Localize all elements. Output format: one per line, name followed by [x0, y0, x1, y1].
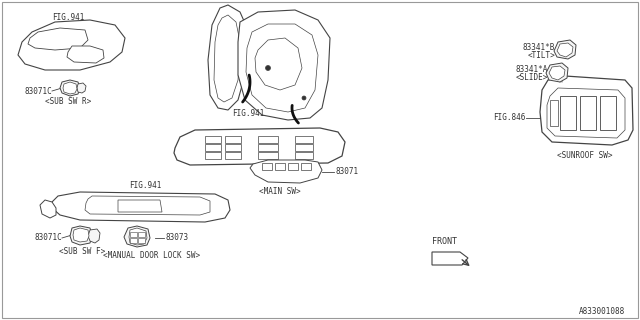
Text: FIG.941: FIG.941: [129, 180, 161, 189]
Text: FIG.941: FIG.941: [52, 12, 84, 21]
Text: <MANUAL DOOR LOCK SW>: <MANUAL DOOR LOCK SW>: [104, 251, 200, 260]
Polygon shape: [205, 144, 221, 151]
Text: <SUB SW F>: <SUB SW F>: [59, 247, 105, 257]
Polygon shape: [547, 88, 625, 138]
Polygon shape: [262, 163, 272, 170]
Polygon shape: [225, 136, 241, 143]
Polygon shape: [549, 66, 565, 80]
Polygon shape: [138, 238, 145, 243]
Polygon shape: [540, 76, 633, 145]
Polygon shape: [70, 226, 92, 245]
Polygon shape: [557, 43, 573, 57]
Text: 83071C: 83071C: [24, 86, 52, 95]
Polygon shape: [67, 46, 104, 63]
Polygon shape: [208, 5, 248, 110]
Polygon shape: [238, 10, 330, 120]
Polygon shape: [580, 96, 596, 130]
Polygon shape: [60, 80, 80, 96]
Text: <SUB SW R>: <SUB SW R>: [45, 98, 91, 107]
Polygon shape: [205, 152, 221, 159]
Polygon shape: [130, 232, 137, 237]
Polygon shape: [225, 144, 241, 151]
Polygon shape: [295, 144, 313, 151]
Polygon shape: [255, 38, 302, 90]
Text: <MAIN SW>: <MAIN SW>: [259, 188, 301, 196]
Polygon shape: [554, 40, 576, 59]
Polygon shape: [77, 83, 86, 93]
Polygon shape: [301, 163, 311, 170]
Polygon shape: [295, 136, 313, 143]
Polygon shape: [275, 163, 285, 170]
Polygon shape: [85, 196, 210, 215]
Text: 83341*B: 83341*B: [523, 44, 555, 52]
Text: FRONT: FRONT: [432, 237, 457, 246]
Polygon shape: [73, 228, 89, 242]
Polygon shape: [550, 100, 558, 126]
Polygon shape: [295, 152, 313, 159]
Text: 83071C: 83071C: [35, 234, 62, 243]
Text: <TILT>: <TILT>: [527, 52, 555, 60]
Polygon shape: [205, 136, 221, 143]
Ellipse shape: [302, 96, 306, 100]
Polygon shape: [214, 15, 240, 102]
Polygon shape: [138, 232, 145, 237]
Polygon shape: [432, 252, 468, 265]
Text: FIG.846: FIG.846: [493, 114, 525, 123]
Text: 83073: 83073: [165, 234, 188, 243]
Polygon shape: [246, 24, 318, 112]
Polygon shape: [288, 163, 298, 170]
Polygon shape: [600, 96, 616, 130]
Polygon shape: [40, 200, 56, 218]
Text: FIG.941: FIG.941: [232, 108, 264, 117]
Polygon shape: [225, 152, 241, 159]
Polygon shape: [88, 229, 100, 243]
Polygon shape: [546, 63, 568, 82]
Polygon shape: [129, 228, 147, 245]
Text: A833001088: A833001088: [579, 308, 625, 316]
Polygon shape: [250, 160, 322, 183]
Polygon shape: [258, 144, 278, 151]
Text: <SUNROOF SW>: <SUNROOF SW>: [557, 150, 612, 159]
Polygon shape: [28, 28, 88, 50]
Polygon shape: [18, 20, 125, 70]
Polygon shape: [130, 238, 137, 243]
Text: 83071: 83071: [335, 167, 358, 177]
Polygon shape: [124, 226, 150, 247]
Polygon shape: [174, 128, 345, 165]
Text: <SLIDE>: <SLIDE>: [516, 74, 548, 83]
Text: 83341*A: 83341*A: [516, 66, 548, 75]
Polygon shape: [118, 200, 162, 212]
Polygon shape: [560, 96, 576, 130]
Polygon shape: [52, 192, 230, 222]
Ellipse shape: [266, 66, 271, 70]
Polygon shape: [258, 152, 278, 159]
Polygon shape: [63, 82, 77, 94]
Polygon shape: [258, 136, 278, 143]
